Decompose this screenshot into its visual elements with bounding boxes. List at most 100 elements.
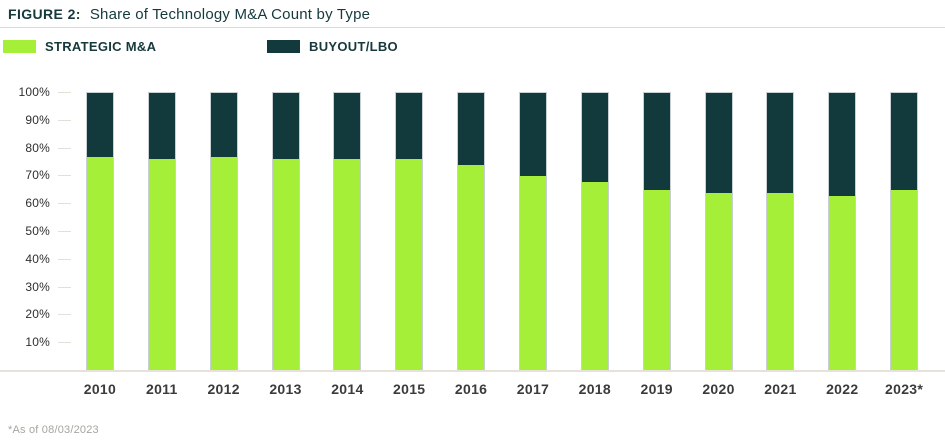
y-axis-tick (58, 203, 71, 205)
bar-segment-buyout (148, 93, 175, 160)
bar-segment-buyout (581, 93, 608, 182)
bar-segment-strategic (210, 156, 237, 370)
x-axis-label: 2018 (578, 381, 611, 397)
stacked-bar-2017 (518, 92, 547, 370)
legend-swatch-strategic (3, 40, 36, 53)
y-axis-label: 100% (18, 85, 50, 99)
y-axis-label: 70% (25, 168, 50, 183)
y-axis-label: 80% (25, 140, 50, 155)
x-axis: 2010 2011 2012 2013 2014 2015 2016 2017 2018 2019… (69, 381, 935, 397)
bar-segment-strategic (272, 159, 299, 370)
x-axis-label: 2013 (269, 381, 302, 397)
y-axis-label: 30% (25, 279, 50, 294)
y-axis-tick (58, 342, 71, 344)
legend-item-buyout: BUYOUT/LBO (267, 39, 398, 54)
x-axis-label: 2020 (702, 381, 735, 397)
bar-segment-buyout (458, 93, 485, 166)
stacked-bar-2013 (271, 92, 300, 370)
x-axis-label: 2019 (640, 381, 673, 397)
y-axis-tick (58, 175, 71, 177)
bar-segment-buyout (705, 93, 732, 193)
x-axis-label: 2017 (516, 381, 550, 397)
x-axis-label: 2022 (826, 381, 859, 397)
bar-segment-strategic (86, 156, 113, 370)
legend-item-strategic: STRATEGIC M&A (3, 39, 156, 54)
bar-segment-strategic (519, 176, 546, 370)
bar-column (626, 92, 688, 370)
bar-segment-buyout (272, 93, 299, 160)
bar-segment-buyout (767, 93, 794, 193)
y-axis-label: 40% (25, 251, 50, 266)
stacked-bar-2022 (828, 92, 857, 370)
x-axis-label: 2021 (764, 381, 797, 397)
bar-segment-buyout (643, 93, 670, 190)
y-axis-tick (58, 92, 71, 93)
bar-column (316, 92, 378, 370)
bar-segment-strategic (334, 159, 361, 370)
stacked-bar-2012 (209, 92, 238, 370)
y-axis-label: 10% (25, 335, 50, 350)
bar-segment-strategic (891, 189, 918, 370)
footnote: *As of 08/03/2023 (8, 424, 99, 436)
bar-segment-strategic (767, 192, 794, 370)
page-title: Share of Technology M&A Count by Type (89, 6, 371, 23)
plot-area (69, 92, 935, 370)
bar-segment-strategic (581, 181, 608, 370)
x-axis-label: 2016 (454, 381, 488, 397)
bar-column (378, 92, 440, 370)
x-axis-baseline (0, 370, 945, 372)
bar-column (193, 92, 255, 370)
figure-label: FIGURE 2: (8, 6, 81, 22)
y-axis-label: 60% (25, 196, 50, 211)
bar-column (440, 92, 502, 370)
bar-column (688, 92, 750, 370)
chart-header: FIGURE 2: Share of Technology M&A Count … (8, 6, 370, 23)
bar-segment-buyout (334, 93, 361, 160)
bar-column (69, 92, 131, 370)
bar-column (564, 92, 626, 370)
y-axis-label: 50% (25, 224, 50, 238)
stacked-bar-2010 (85, 92, 114, 370)
bar-segment-strategic (458, 165, 485, 370)
x-axis-label: 2014 (331, 381, 364, 397)
x-axis-label: 2011 (146, 381, 178, 397)
stacked-bar-2023 (890, 92, 919, 370)
bar-segment-buyout (86, 93, 113, 157)
bar-segment-strategic (396, 159, 423, 370)
stacked-bar-2020 (704, 92, 733, 370)
stacked-bar-2019 (642, 92, 671, 370)
y-axis-tick (58, 231, 71, 232)
y-axis-tick (58, 258, 71, 260)
x-axis-label: 2012 (207, 381, 240, 397)
stacked-bar-2011 (147, 92, 176, 370)
bar-segment-strategic (829, 195, 856, 370)
bar-column (502, 92, 564, 370)
stacked-bar-2015 (395, 92, 424, 370)
header-divider (0, 27, 945, 28)
y-axis-label: 20% (25, 307, 50, 322)
y-axis: 100% 90% 80% 70% 60% 50% 40% 30% 20% 10% (0, 85, 74, 370)
legend-swatch-buyout (267, 40, 300, 53)
bar-segment-buyout (396, 93, 423, 160)
x-axis-label: 2015 (393, 381, 426, 397)
y-axis-tick (58, 119, 71, 121)
y-axis-label: 90% (25, 112, 50, 127)
bar-column (811, 92, 873, 370)
legend-label-buyout: BUYOUT/LBO (309, 39, 398, 54)
stacked-bar-2016 (457, 92, 486, 370)
bar-segment-strategic (643, 189, 670, 370)
bar-segment-strategic (148, 159, 175, 370)
y-axis-tick (58, 147, 71, 149)
bar-column (749, 92, 811, 370)
bar-segment-strategic (705, 192, 732, 370)
legend-label-strategic: STRATEGIC M&A (45, 39, 157, 54)
y-axis-tick (58, 286, 71, 288)
stacked-bar-2021 (766, 92, 795, 370)
x-axis-label: 2010 (83, 381, 117, 397)
x-axis-label: 2023* (885, 381, 924, 397)
bar-segment-buyout (519, 93, 546, 177)
bar-segment-buyout (210, 93, 237, 157)
bar-segment-buyout (891, 93, 918, 190)
bar-column (255, 92, 317, 370)
y-axis-tick (58, 314, 71, 316)
